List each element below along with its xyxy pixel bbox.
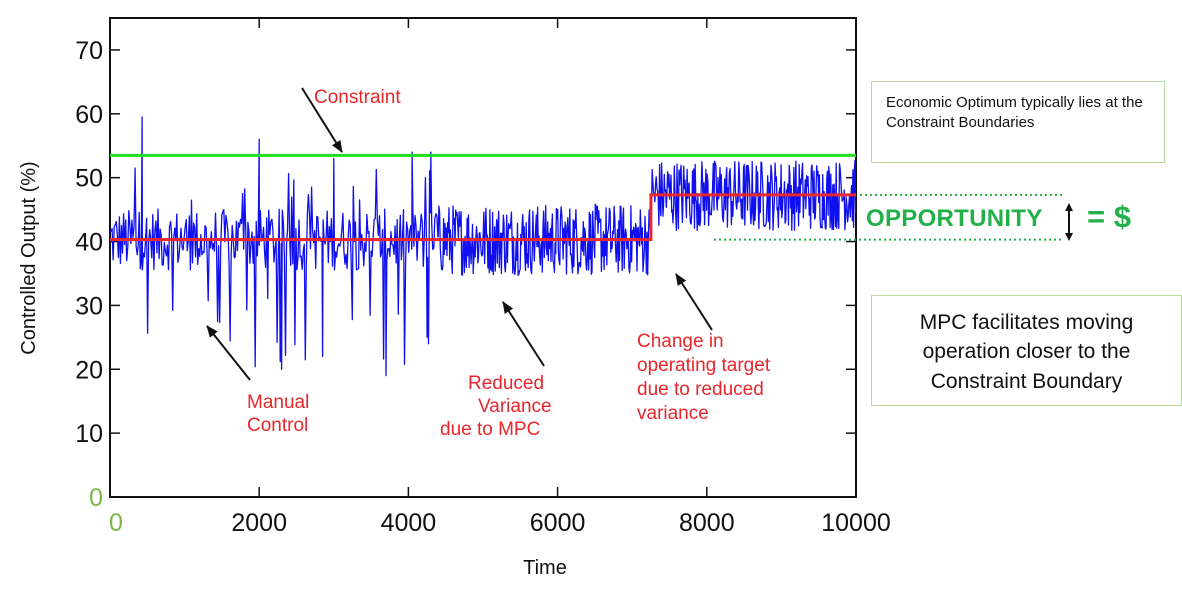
manual-control-arrow: [206, 325, 251, 381]
x-tick-label: 10000: [821, 509, 891, 537]
annotation-constraint: Constraint: [314, 87, 401, 108]
output-series: [110, 116, 856, 377]
x-tick-label: 0: [109, 509, 123, 537]
x-tick-label: 6000: [530, 509, 586, 537]
economic-optimum-note: Economic Optimum typically lies at the C…: [871, 81, 1165, 163]
reduced-variance-arrow: [502, 301, 545, 367]
x-tick-label: 2000: [231, 509, 287, 537]
target-line: [110, 193, 856, 242]
y-tick-label: 40: [75, 229, 103, 257]
y-tick-label: 20: [75, 356, 103, 384]
x-axis-title: Time: [523, 557, 567, 579]
y-axis-title: Controlled Output (%): [18, 161, 40, 354]
change-target-arrow: [675, 273, 713, 331]
y-tick-label: 30: [75, 292, 103, 320]
annotation-change-target: Change in operating target due to reduce…: [637, 331, 775, 424]
annotation-reduced-variance: Reduced Variance due to MPC: [440, 373, 557, 440]
x-tick-label: 8000: [679, 509, 735, 537]
constraint-arrow: [301, 87, 343, 153]
annotation-manual-control: Manual Control: [247, 392, 315, 436]
opportunity-dollar: = $: [1087, 199, 1131, 234]
y-tick-label: 0: [89, 484, 103, 512]
opportunity-label: OPPORTUNITY: [866, 205, 1043, 232]
ticks: 0 2000 4000 6000 8000 10000 0 10 20 30 40 50 60 70: [75, 18, 891, 537]
y-tick-label: 10: [75, 420, 103, 448]
x-tick-label: 4000: [381, 509, 437, 537]
y-tick-label: 50: [75, 165, 103, 193]
y-tick-label: 70: [75, 37, 103, 65]
y-tick-label: 60: [75, 101, 103, 129]
mpc-note: MPC facilitates moving operation closer …: [871, 295, 1182, 406]
plot-frame: [109, 17, 857, 498]
